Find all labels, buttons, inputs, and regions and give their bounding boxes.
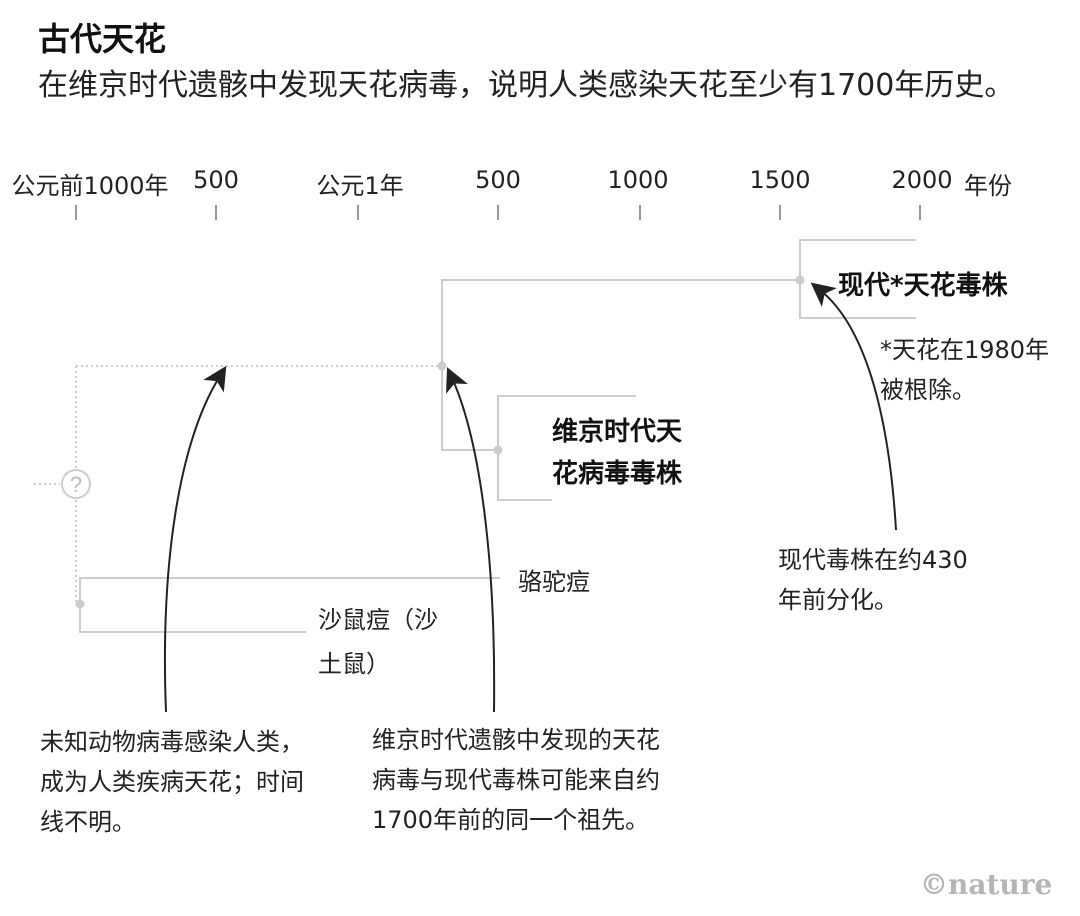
- tick-label-2000ad: 2000: [891, 166, 953, 194]
- label-viking-strain-line1: 维京时代天: [552, 417, 683, 447]
- arrow-modern-split: [810, 282, 897, 531]
- figure-title: 古代天花: [38, 20, 167, 58]
- arrow-animal-origin: [163, 365, 227, 713]
- figure-subtitle: 在维京时代遗骸中发现天花病毒，说明人类感染天花至少有1700年历史。: [38, 68, 1015, 103]
- node-viking: [493, 445, 503, 455]
- tick-label-1500ad: 1500: [749, 166, 811, 194]
- label-taterapox-line1: 沙鼠痘（沙: [318, 606, 438, 634]
- annotation-arrows: [163, 282, 897, 713]
- unknown-origin-mark: ?: [70, 472, 82, 497]
- nature-logo: ©nature: [920, 868, 1053, 901]
- note-animal-origin: 未知动物病毒感染人类，成为人类疾病天花；时间线不明。: [40, 728, 304, 836]
- tick-label-500bc: 500: [193, 166, 239, 194]
- uncertain-lineage: [34, 365, 442, 604]
- note-common-ancestor: 维京时代遗骸中发现的天花病毒与现代毒株可能来自约1700年前的同一个祖先。: [372, 726, 660, 834]
- axis-ticks: [75, 205, 921, 220]
- note-modern-split: 现代毒株在约430年前分化。: [778, 546, 968, 614]
- node-common-ancestor: [437, 361, 447, 371]
- label-taterapox-line2: 土鼠）: [318, 650, 390, 678]
- branch-nodes: [75, 275, 805, 609]
- tick-label-1000bc: 公元前1000年: [11, 172, 169, 200]
- label-viking-strain-line2: 花病毒毒株: [552, 459, 683, 489]
- label-eradication-note: *天花在1980年被根除。: [880, 336, 1050, 404]
- label-modern-strain: 现代*天花毒株: [838, 271, 1008, 301]
- node-camel-gerbil: [75, 599, 85, 609]
- label-camelpox: 骆驼痘: [518, 568, 590, 596]
- tick-label-ad1: 公元1年: [316, 172, 404, 200]
- tick-label-500ad: 500: [475, 166, 521, 194]
- tick-label-1000ad: 1000: [607, 166, 669, 194]
- node-modern-split: [795, 275, 805, 285]
- arrow-common-ancestor: [445, 367, 496, 713]
- unknown-origin-circle: [61, 469, 91, 499]
- axis-unit-label: 年份: [964, 172, 1012, 200]
